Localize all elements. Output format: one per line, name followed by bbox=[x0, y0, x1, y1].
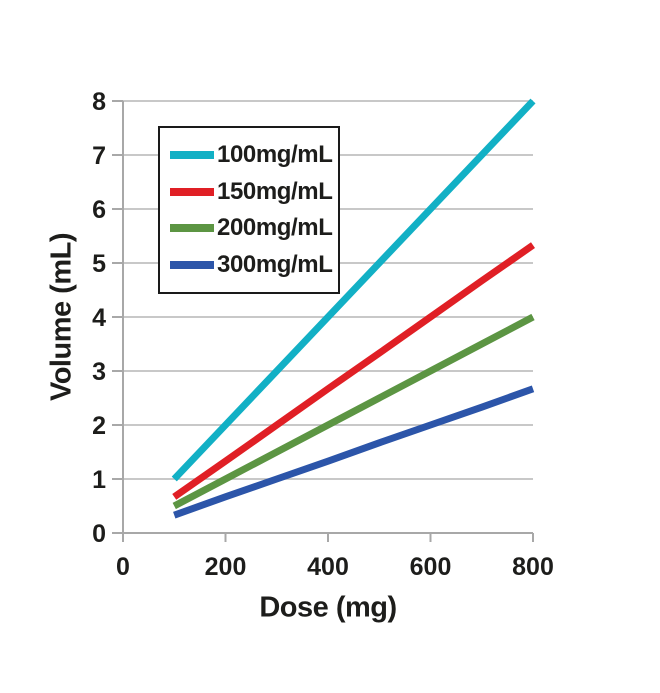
y-tick-label: 3 bbox=[92, 358, 106, 386]
x-tick-label: 0 bbox=[116, 553, 130, 581]
x-axis-title: Dose (mg) bbox=[259, 591, 397, 624]
y-tick-label: 6 bbox=[92, 196, 106, 224]
x-tick-label: 400 bbox=[307, 553, 349, 581]
y-tick-label: 7 bbox=[92, 142, 106, 170]
legend-swatch-line bbox=[170, 224, 214, 233]
y-tick-label: 5 bbox=[92, 250, 106, 278]
legend-item-150mg/mL: 150mg/mL bbox=[170, 178, 336, 206]
legend-swatch-line bbox=[170, 150, 214, 159]
legend-label: 300mg/mL bbox=[217, 251, 333, 279]
y-tick-label: 0 bbox=[92, 520, 106, 548]
legend-item-100mg/mL: 100mg/mL bbox=[170, 141, 336, 169]
series-line-100mg/mL bbox=[171, 98, 536, 482]
legend: 100mg/mL 150mg/mL 200mg/mL 300mg/mL bbox=[158, 126, 340, 294]
y-tick-label: 4 bbox=[92, 304, 106, 332]
legend-swatch-line bbox=[170, 261, 214, 270]
series-line-150mg/mL bbox=[172, 242, 535, 500]
legend-label: 150mg/mL bbox=[217, 177, 333, 205]
legend-label: 200mg/mL bbox=[217, 214, 333, 242]
x-tick-label: 800 bbox=[512, 553, 554, 581]
legend-swatch-line bbox=[170, 187, 214, 196]
legend-item-200mg/mL: 200mg/mL bbox=[170, 214, 336, 242]
y-tick-label: 1 bbox=[92, 466, 106, 494]
y-tick-label: 2 bbox=[92, 412, 106, 440]
legend-item-300mg/mL: 300mg/mL bbox=[170, 251, 336, 279]
y-axis-title: Volume (mL) bbox=[45, 233, 78, 401]
x-tick-label: 600 bbox=[410, 553, 452, 581]
series-line-200mg/mL bbox=[172, 313, 535, 510]
series-line-300mg/mL bbox=[173, 385, 535, 519]
x-tick-label: 200 bbox=[205, 553, 247, 581]
y-tick-label: 8 bbox=[92, 88, 106, 116]
legend-label: 100mg/mL bbox=[217, 140, 333, 168]
